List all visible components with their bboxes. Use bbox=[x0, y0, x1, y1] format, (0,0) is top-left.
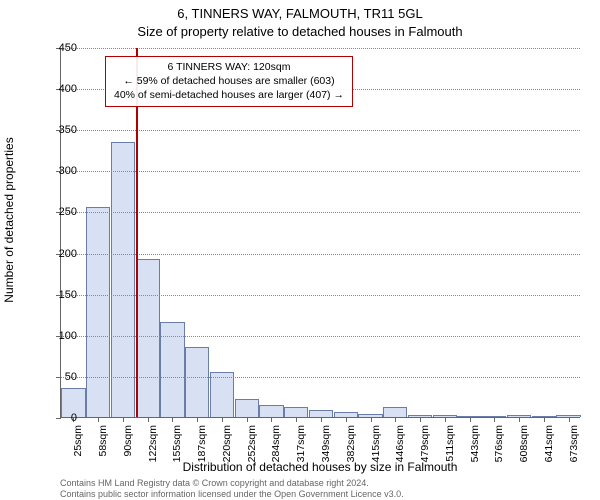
bar bbox=[383, 407, 407, 417]
y-tick-label: 100 bbox=[47, 330, 77, 342]
x-tick-label: 543sqm bbox=[469, 425, 481, 465]
bar bbox=[235, 399, 259, 417]
y-tick-label: 400 bbox=[47, 83, 77, 95]
x-tick-label: 122sqm bbox=[147, 425, 159, 465]
bar bbox=[185, 347, 209, 417]
chart-title-sub: Size of property relative to detached ho… bbox=[0, 24, 600, 39]
x-tick-label: 349sqm bbox=[320, 425, 332, 465]
y-tick-label: 350 bbox=[47, 124, 77, 136]
annotation-box: 6 TINNERS WAY: 120sqm← 59% of detached h… bbox=[105, 56, 353, 107]
x-tick-mark bbox=[420, 417, 421, 422]
bar bbox=[259, 405, 283, 417]
bar bbox=[210, 372, 234, 417]
chart-title-main: 6, TINNERS WAY, FALMOUTH, TR11 5GL bbox=[0, 6, 600, 21]
x-tick-label: 155sqm bbox=[171, 425, 183, 465]
x-tick-mark bbox=[123, 417, 124, 422]
x-tick-mark bbox=[271, 417, 272, 422]
gridline bbox=[61, 377, 580, 378]
x-tick-label: 511sqm bbox=[444, 425, 456, 465]
annotation-line: 6 TINNERS WAY: 120sqm bbox=[114, 60, 344, 74]
gridline bbox=[61, 336, 580, 337]
x-tick-mark bbox=[321, 417, 322, 422]
annotation-line: ← 59% of detached houses are smaller (60… bbox=[114, 74, 344, 88]
x-tick-label: 415sqm bbox=[370, 425, 382, 465]
x-tick-mark bbox=[197, 417, 198, 422]
x-tick-mark bbox=[569, 417, 570, 422]
x-tick-label: 90sqm bbox=[122, 425, 134, 465]
bar bbox=[284, 407, 308, 417]
bar bbox=[111, 142, 135, 417]
x-tick-label: 284sqm bbox=[270, 425, 282, 465]
footer-line-2: Contains public sector information licen… bbox=[60, 489, 404, 500]
x-tick-label: 479sqm bbox=[419, 425, 431, 465]
gridline bbox=[61, 48, 580, 49]
x-tick-label: 446sqm bbox=[394, 425, 406, 465]
x-tick-mark bbox=[222, 417, 223, 422]
bar bbox=[136, 259, 160, 417]
footer-line-1: Contains HM Land Registry data © Crown c… bbox=[60, 478, 404, 489]
y-tick-label: 0 bbox=[47, 412, 77, 424]
x-tick-mark bbox=[395, 417, 396, 422]
x-tick-mark bbox=[296, 417, 297, 422]
x-tick-label: 576sqm bbox=[493, 425, 505, 465]
annotation-line: 40% of semi-detached houses are larger (… bbox=[114, 88, 344, 102]
x-tick-label: 58sqm bbox=[97, 425, 109, 465]
gridline bbox=[61, 295, 580, 296]
x-tick-mark bbox=[148, 417, 149, 422]
x-tick-mark bbox=[470, 417, 471, 422]
x-tick-mark bbox=[445, 417, 446, 422]
x-tick-label: 382sqm bbox=[345, 425, 357, 465]
y-tick-label: 450 bbox=[47, 42, 77, 54]
gridline bbox=[61, 130, 580, 131]
x-tick-label: 673sqm bbox=[568, 425, 580, 465]
gridline bbox=[61, 212, 580, 213]
y-tick-label: 50 bbox=[47, 371, 77, 383]
x-tick-mark bbox=[544, 417, 545, 422]
x-tick-label: 641sqm bbox=[543, 425, 555, 465]
x-tick-mark bbox=[494, 417, 495, 422]
x-tick-mark bbox=[172, 417, 173, 422]
x-tick-mark bbox=[519, 417, 520, 422]
x-tick-label: 220sqm bbox=[221, 425, 233, 465]
footer-attribution: Contains HM Land Registry data © Crown c… bbox=[60, 478, 404, 500]
x-tick-label: 317sqm bbox=[295, 425, 307, 465]
gridline bbox=[61, 254, 580, 255]
chart-container: 6, TINNERS WAY, FALMOUTH, TR11 5GL Size … bbox=[0, 0, 600, 500]
plot-area: 6 TINNERS WAY: 120sqm← 59% of detached h… bbox=[60, 48, 580, 418]
x-tick-mark bbox=[98, 417, 99, 422]
x-tick-mark bbox=[371, 417, 372, 422]
x-tick-label: 187sqm bbox=[196, 425, 208, 465]
bar bbox=[86, 207, 110, 417]
x-tick-label: 608sqm bbox=[518, 425, 530, 465]
gridline bbox=[61, 171, 580, 172]
x-tick-mark bbox=[346, 417, 347, 422]
y-tick-label: 300 bbox=[47, 165, 77, 177]
y-tick-label: 150 bbox=[47, 289, 77, 301]
y-axis-label: Number of detached properties bbox=[2, 90, 16, 350]
x-tick-label: 252sqm bbox=[246, 425, 258, 465]
y-tick-label: 250 bbox=[47, 206, 77, 218]
x-tick-label: 25sqm bbox=[72, 425, 84, 465]
y-tick-label: 200 bbox=[47, 248, 77, 260]
x-tick-mark bbox=[247, 417, 248, 422]
